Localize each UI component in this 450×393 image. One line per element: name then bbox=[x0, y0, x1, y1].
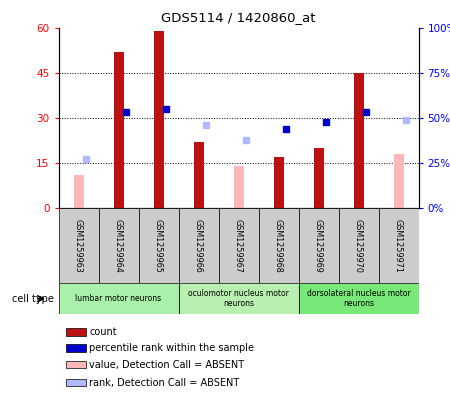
Bar bbox=[66, 328, 86, 336]
Bar bbox=[66, 361, 86, 368]
Bar bbox=[378, 208, 418, 283]
Bar bbox=[66, 344, 86, 352]
Text: percentile rank within the sample: percentile rank within the sample bbox=[89, 343, 254, 353]
Text: cell type: cell type bbox=[12, 294, 54, 304]
Text: GSM1259963: GSM1259963 bbox=[74, 219, 83, 272]
Bar bbox=[179, 208, 219, 283]
Text: GSM1259969: GSM1259969 bbox=[314, 219, 323, 273]
Bar bbox=[354, 73, 364, 208]
Bar bbox=[58, 283, 179, 314]
Bar bbox=[113, 51, 123, 208]
Bar bbox=[338, 208, 378, 283]
Bar bbox=[153, 31, 163, 208]
Text: GSM1259970: GSM1259970 bbox=[354, 219, 363, 273]
Text: value, Detection Call = ABSENT: value, Detection Call = ABSENT bbox=[89, 360, 244, 370]
Bar bbox=[66, 379, 86, 386]
Text: GSM1259965: GSM1259965 bbox=[154, 219, 163, 273]
Text: GSM1259968: GSM1259968 bbox=[274, 219, 283, 272]
Text: GSM1259971: GSM1259971 bbox=[394, 219, 403, 273]
Title: GDS5114 / 1420860_at: GDS5114 / 1420860_at bbox=[161, 11, 316, 24]
Text: dorsolateral nucleus motor
neurons: dorsolateral nucleus motor neurons bbox=[306, 289, 410, 309]
Bar bbox=[219, 208, 258, 283]
Text: GSM1259964: GSM1259964 bbox=[114, 219, 123, 272]
Text: oculomotor nucleus motor
neurons: oculomotor nucleus motor neurons bbox=[188, 289, 289, 309]
Bar bbox=[179, 283, 298, 314]
Bar bbox=[234, 166, 243, 208]
Text: GSM1259967: GSM1259967 bbox=[234, 219, 243, 273]
Bar bbox=[258, 208, 298, 283]
Bar bbox=[314, 148, 324, 208]
Bar bbox=[99, 208, 139, 283]
Bar bbox=[298, 208, 338, 283]
Bar bbox=[73, 175, 84, 208]
Bar bbox=[194, 142, 203, 208]
Text: count: count bbox=[89, 327, 117, 337]
Bar bbox=[139, 208, 179, 283]
Bar bbox=[274, 157, 284, 208]
Text: rank, Detection Call = ABSENT: rank, Detection Call = ABSENT bbox=[89, 378, 239, 387]
Bar bbox=[298, 283, 418, 314]
Text: lumbar motor neurons: lumbar motor neurons bbox=[76, 294, 162, 303]
Bar bbox=[393, 154, 404, 208]
Text: GSM1259966: GSM1259966 bbox=[194, 219, 203, 272]
Bar bbox=[58, 208, 99, 283]
